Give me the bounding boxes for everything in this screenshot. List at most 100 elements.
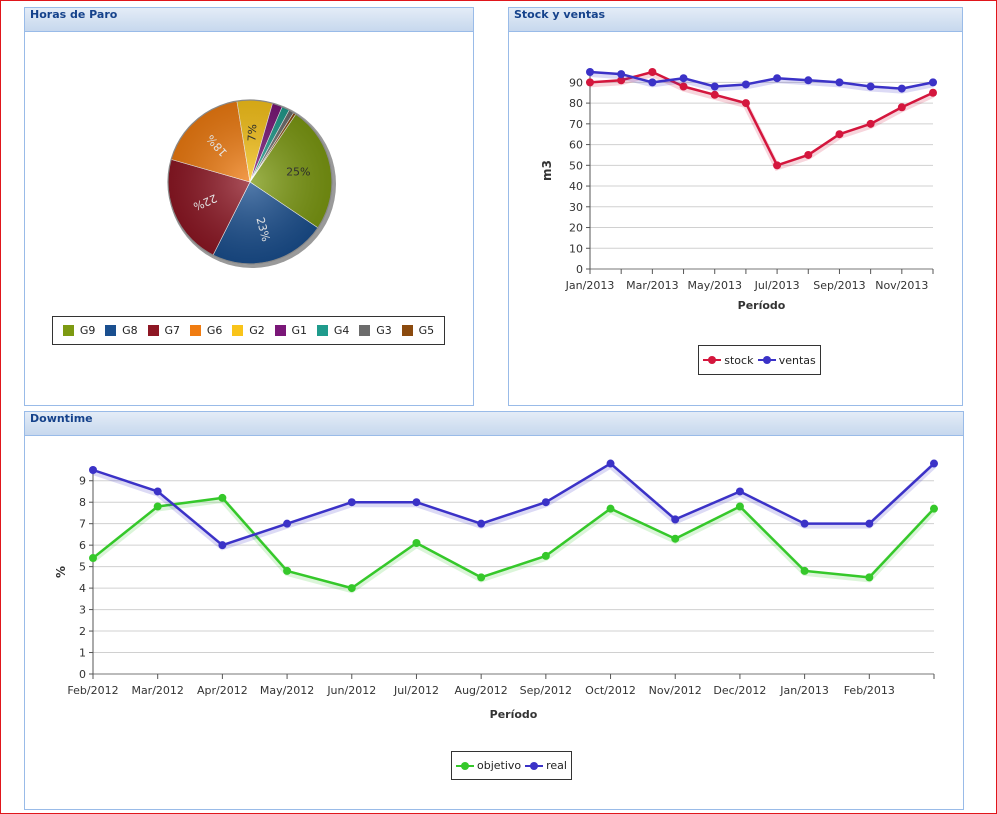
downtime-xtick-label: Apr/2012	[197, 684, 248, 697]
downtime-point-real	[930, 459, 938, 468]
downtime-ytick-label: 1	[79, 647, 86, 660]
legend-swatch	[147, 325, 159, 336]
stock-point-ventas	[866, 82, 875, 91]
downtime-xtick-label: May/2012	[260, 684, 314, 697]
downtime-panel-title: Downtime	[25, 412, 963, 436]
stock-point-stock	[897, 103, 906, 112]
downtime-point-objetivo	[477, 573, 486, 582]
downtime-point-real	[412, 498, 421, 507]
stock-ytick-label: 20	[569, 222, 583, 235]
downtime-xtick-label: Feb/2012	[67, 684, 118, 697]
downtime-series-line-objetivo	[92, 496, 935, 590]
downtime-line-chart: 0 1 2 3 4 5 6 7 8 9 Feb/2012 Mar/2012 Apr/2012 May/20…	[54, 459, 938, 721]
pie-data-label-g9: 25%	[286, 166, 310, 179]
stock-ytick-label: 30	[569, 201, 583, 214]
downtime-legend-item-real[interactable]: real	[525, 759, 567, 772]
legend-swatch	[189, 325, 201, 336]
pie-panel-title: Horas de Paro	[25, 8, 473, 32]
downtime-legend-item-objetivo[interactable]: objetivo	[455, 759, 521, 772]
pie-legend-item-g3[interactable]: G3	[359, 324, 392, 337]
pie-legend-item-g1[interactable]: G1	[274, 324, 307, 337]
stock-ytick-label: 80	[569, 97, 583, 110]
downtime-point-objetivo	[541, 551, 550, 560]
stock-ytick-label: 90	[569, 76, 583, 89]
pie-chart: 25%23%22%18% 7%	[167, 99, 336, 268]
downtime-ytick-label: 4	[79, 582, 86, 595]
stock-point-ventas	[710, 82, 719, 91]
pie-legend-item-g5[interactable]: G5	[401, 324, 435, 337]
pie-legend-item-g4[interactable]: G4	[316, 324, 349, 337]
stock-point-ventas	[835, 78, 844, 87]
downtime-point-objetivo	[283, 566, 292, 575]
stock-xtick-label: Jan/2013	[565, 279, 615, 292]
legend-label: G6	[206, 324, 223, 337]
stock-panel: Stock y ventas 0 10 20 30 40 50 60 70 80 90 Jan/20…	[508, 7, 963, 406]
pie-panel: Horas de Paro 25% 23% 22% 18% 7% G9 G8 G7 G6 G2 G…	[24, 7, 474, 406]
stock-ytick-label: 70	[569, 118, 583, 131]
stock-point-stock	[773, 161, 782, 170]
downtime-x-axis-label: Período	[490, 708, 538, 721]
stock-legend-item-stock[interactable]: stock	[703, 354, 753, 367]
legend-marker	[757, 355, 776, 365]
stock-point-stock	[804, 150, 813, 159]
downtime-y-axis-label: %	[54, 566, 68, 578]
stock-point-stock	[866, 119, 875, 128]
pie-outline	[167, 99, 333, 265]
downtime-xtick-label: Mar/2012	[131, 684, 183, 697]
stock-xtick-label: Sep/2013	[813, 279, 865, 292]
downtime-point-real	[735, 487, 744, 496]
downtime-point-real	[800, 519, 809, 528]
legend-marker	[703, 355, 722, 365]
downtime-ytick-label: 3	[79, 604, 86, 617]
legend-marker	[525, 761, 544, 771]
stock-xtick-label: Nov/2013	[875, 279, 928, 292]
downtime-ytick-label: 9	[79, 475, 86, 488]
pie-legend-item-g2[interactable]: G2	[232, 324, 265, 337]
legend-swatch	[316, 325, 328, 336]
legend-swatch	[274, 325, 286, 336]
stock-point-ventas	[773, 74, 782, 83]
downtime-ytick-label: 0	[79, 668, 86, 681]
legend-label: G2	[249, 324, 265, 337]
stock-xtick-label: Mar/2013	[626, 279, 678, 292]
downtime-point-real	[283, 519, 292, 528]
legend-swatch	[232, 325, 244, 336]
stock-point-stock	[741, 99, 750, 108]
pie-data-label-g2: 7%	[245, 124, 259, 142]
downtime-point-objetivo	[735, 502, 744, 511]
pie-legend-item-g8[interactable]: G8	[105, 324, 138, 337]
downtime-point-real	[606, 459, 615, 468]
stock-legend-item-ventas[interactable]: ventas	[757, 354, 816, 367]
stock-point-stock	[586, 78, 594, 87]
stock-series-line-stock	[589, 70, 934, 167]
pie-legend-item-g7[interactable]: G7	[147, 324, 180, 337]
legend-label: G5	[418, 324, 435, 337]
legend-label: G3	[376, 324, 392, 337]
stock-point-stock	[929, 88, 937, 97]
legend-label: G9	[79, 324, 96, 337]
stock-ytick-label: 0	[576, 263, 583, 276]
downtime-point-objetivo	[347, 584, 356, 593]
downtime-legend: objetivo real	[451, 751, 572, 780]
downtime-ytick-label: 5	[79, 561, 86, 574]
legend-swatch	[401, 325, 413, 336]
downtime-point-objetivo	[671, 534, 680, 543]
downtime-point-objetivo	[930, 504, 938, 513]
downtime-panel: Downtime 0 1 2 3 4 5 6 7 8 9 Feb/2012 Mar/2012 Apr/2…	[24, 411, 964, 810]
stock-ytick-label: 10	[569, 242, 583, 255]
stock-point-stock	[835, 130, 844, 139]
pie-legend-item-g9[interactable]: G9	[62, 324, 96, 337]
stock-y-axis-label: m3	[540, 160, 554, 181]
legend-label: stock	[724, 353, 754, 367]
downtime-point-real	[153, 487, 162, 496]
stock-ytick-label: 50	[569, 159, 583, 172]
pie-legend-item-g6[interactable]: G6	[189, 324, 223, 337]
downtime-point-real	[671, 515, 680, 524]
stock-panel-title: Stock y ventas	[509, 8, 962, 32]
downtime-point-real	[89, 466, 97, 474]
stock-legend: stock ventas	[698, 345, 821, 375]
downtime-xtick-label: Jun/2012	[326, 684, 376, 697]
stock-point-ventas	[617, 70, 626, 79]
stock-point-stock	[710, 90, 719, 99]
downtime-series-shadow-objetivo	[91, 496, 937, 594]
